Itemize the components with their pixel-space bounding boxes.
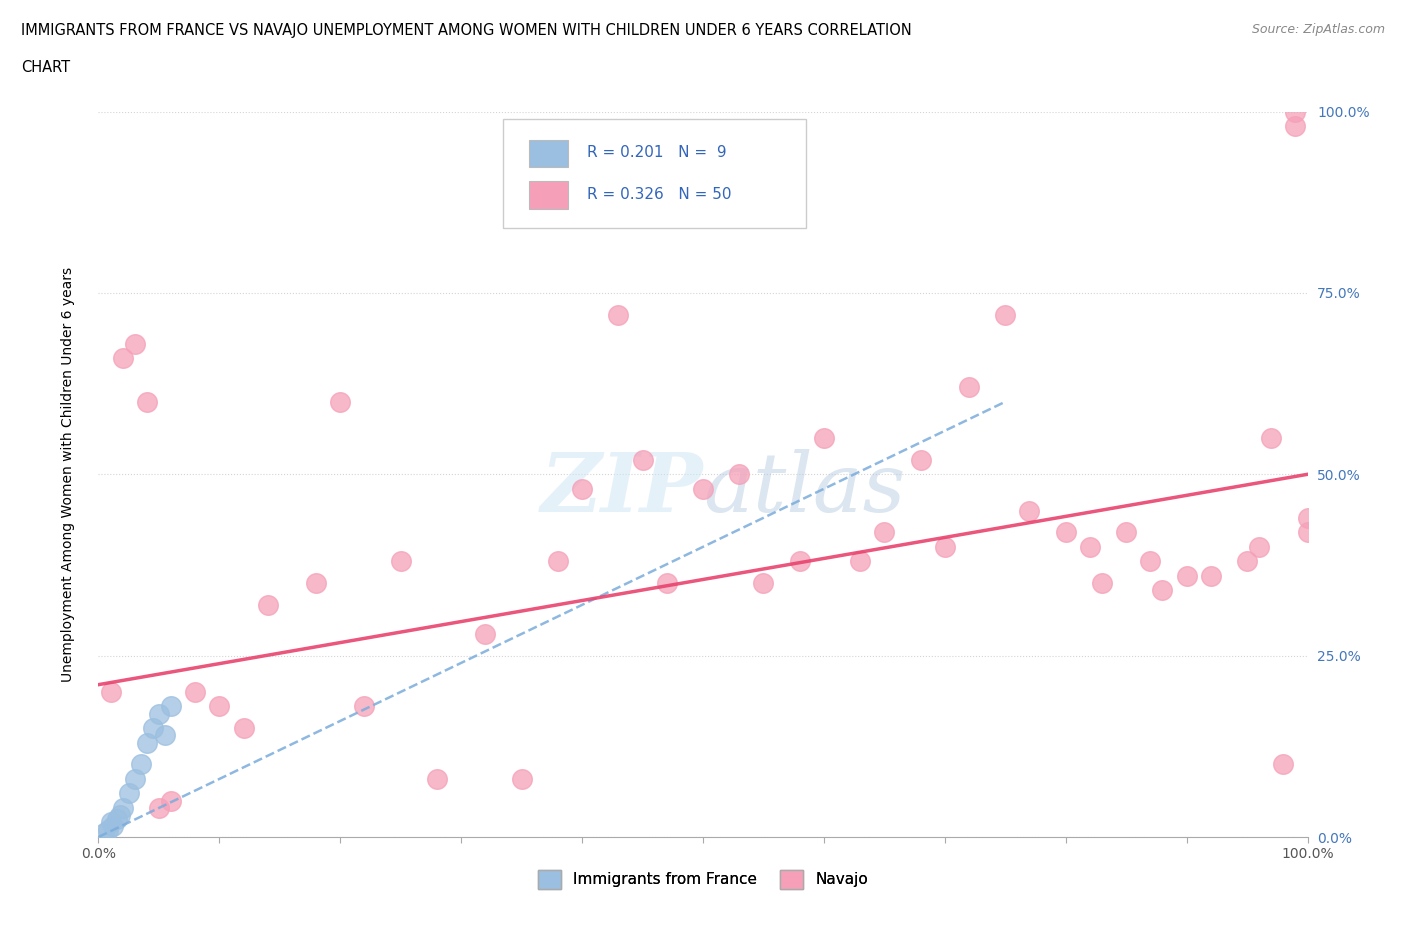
Point <box>1078 539 1101 554</box>
Point <box>1091 576 1114 591</box>
FancyBboxPatch shape <box>529 181 568 209</box>
Point <box>100 684 122 699</box>
Point <box>1272 757 1295 772</box>
Point <box>111 351 134 365</box>
Point <box>124 337 146 352</box>
Point <box>389 554 412 569</box>
Point <box>1139 554 1161 569</box>
Point <box>1260 431 1282 445</box>
Point <box>160 699 183 714</box>
Point <box>510 772 533 787</box>
Legend: Immigrants from France, Navajo: Immigrants from France, Navajo <box>531 864 875 895</box>
Point <box>135 394 157 409</box>
Point <box>1152 583 1174 598</box>
Point <box>142 721 165 736</box>
Text: IMMIGRANTS FROM FRANCE VS NAVAJO UNEMPLOYMENT AMONG WOMEN WITH CHILDREN UNDER 6 : IMMIGRANTS FROM FRANCE VS NAVAJO UNEMPLO… <box>21 23 912 38</box>
Text: R = 0.201   N =  9: R = 0.201 N = 9 <box>586 145 727 161</box>
Point <box>148 706 170 721</box>
Text: ZIP: ZIP <box>540 449 703 529</box>
Point <box>1175 568 1198 583</box>
Point <box>571 482 593 497</box>
Point <box>97 822 120 837</box>
Point <box>101 818 124 833</box>
FancyBboxPatch shape <box>529 140 568 167</box>
Point <box>124 772 146 787</box>
Point <box>1236 554 1258 569</box>
Point <box>655 576 678 591</box>
Point <box>607 307 630 322</box>
Point <box>631 452 654 467</box>
Point <box>329 394 352 409</box>
Point <box>957 379 980 394</box>
Point <box>789 554 811 569</box>
Point <box>1296 525 1319 539</box>
Point <box>1018 503 1040 518</box>
Point <box>353 699 375 714</box>
Point <box>105 811 128 827</box>
Point <box>93 826 115 841</box>
Point <box>692 482 714 497</box>
Point <box>232 721 254 736</box>
Point <box>1284 119 1306 134</box>
Point <box>135 736 157 751</box>
Point <box>1249 539 1271 554</box>
Point <box>184 684 207 699</box>
Point <box>118 786 141 801</box>
Point <box>108 808 131 823</box>
Point <box>910 452 932 467</box>
Point <box>160 793 183 808</box>
Point <box>1054 525 1077 539</box>
Point <box>256 597 278 612</box>
Point <box>1296 511 1319 525</box>
Point <box>100 815 122 830</box>
Point <box>849 554 872 569</box>
Point <box>1284 104 1306 119</box>
Point <box>813 431 835 445</box>
Point <box>474 627 496 642</box>
Point <box>728 467 751 482</box>
Point <box>148 801 170 816</box>
Point <box>994 307 1017 322</box>
Point <box>111 801 134 816</box>
Point <box>129 757 152 772</box>
Point <box>208 699 231 714</box>
Point <box>153 728 176 743</box>
Point <box>873 525 896 539</box>
Point <box>934 539 956 554</box>
Text: CHART: CHART <box>21 60 70 75</box>
Y-axis label: Unemployment Among Women with Children Under 6 years: Unemployment Among Women with Children U… <box>60 267 75 682</box>
Text: R = 0.326   N = 50: R = 0.326 N = 50 <box>586 187 731 202</box>
Point <box>1115 525 1137 539</box>
Point <box>1199 568 1222 583</box>
Point <box>547 554 569 569</box>
Point <box>752 576 775 591</box>
FancyBboxPatch shape <box>503 119 806 228</box>
Point <box>426 772 449 787</box>
Point <box>305 576 328 591</box>
Text: Source: ZipAtlas.com: Source: ZipAtlas.com <box>1251 23 1385 36</box>
Text: atlas: atlas <box>703 449 905 529</box>
